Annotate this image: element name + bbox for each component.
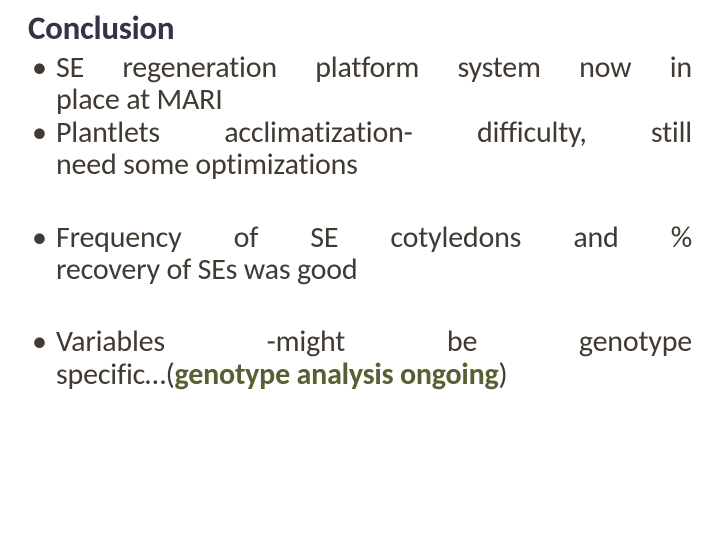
bullet-item: SE regeneration platform system now inpl… [56, 52, 692, 117]
bullet-line: recovery of SEs was good [56, 254, 692, 286]
bullet-item: Variables -might be genotypespecific…(ge… [56, 326, 692, 391]
bullet-line: SE regeneration platform system now in [56, 52, 692, 84]
bullet-line: Frequency of SE cotyledons and % [56, 222, 692, 254]
bullet-line: Variables -might be genotype [56, 326, 692, 358]
bullet-item: Frequency of SE cotyledons and %recovery… [56, 222, 692, 287]
bullet-line: specific…(genotype analysis ongoing) [56, 359, 692, 391]
slide-title: Conclusion [28, 8, 692, 48]
bullet-item: Plantlets acclimatization- difficulty, s… [56, 117, 692, 182]
text-run: specific…( [56, 356, 175, 393]
bullet-line: place at MARI [56, 84, 692, 116]
bullet-line: need some optimizations [56, 149, 692, 181]
text-run: ) [499, 356, 508, 393]
bullet-list: SE regeneration platform system now inpl… [28, 52, 692, 391]
accent-text: genotype analysis ongoing [175, 356, 499, 393]
bullet-line: Plantlets acclimatization- difficulty, s… [56, 117, 692, 149]
